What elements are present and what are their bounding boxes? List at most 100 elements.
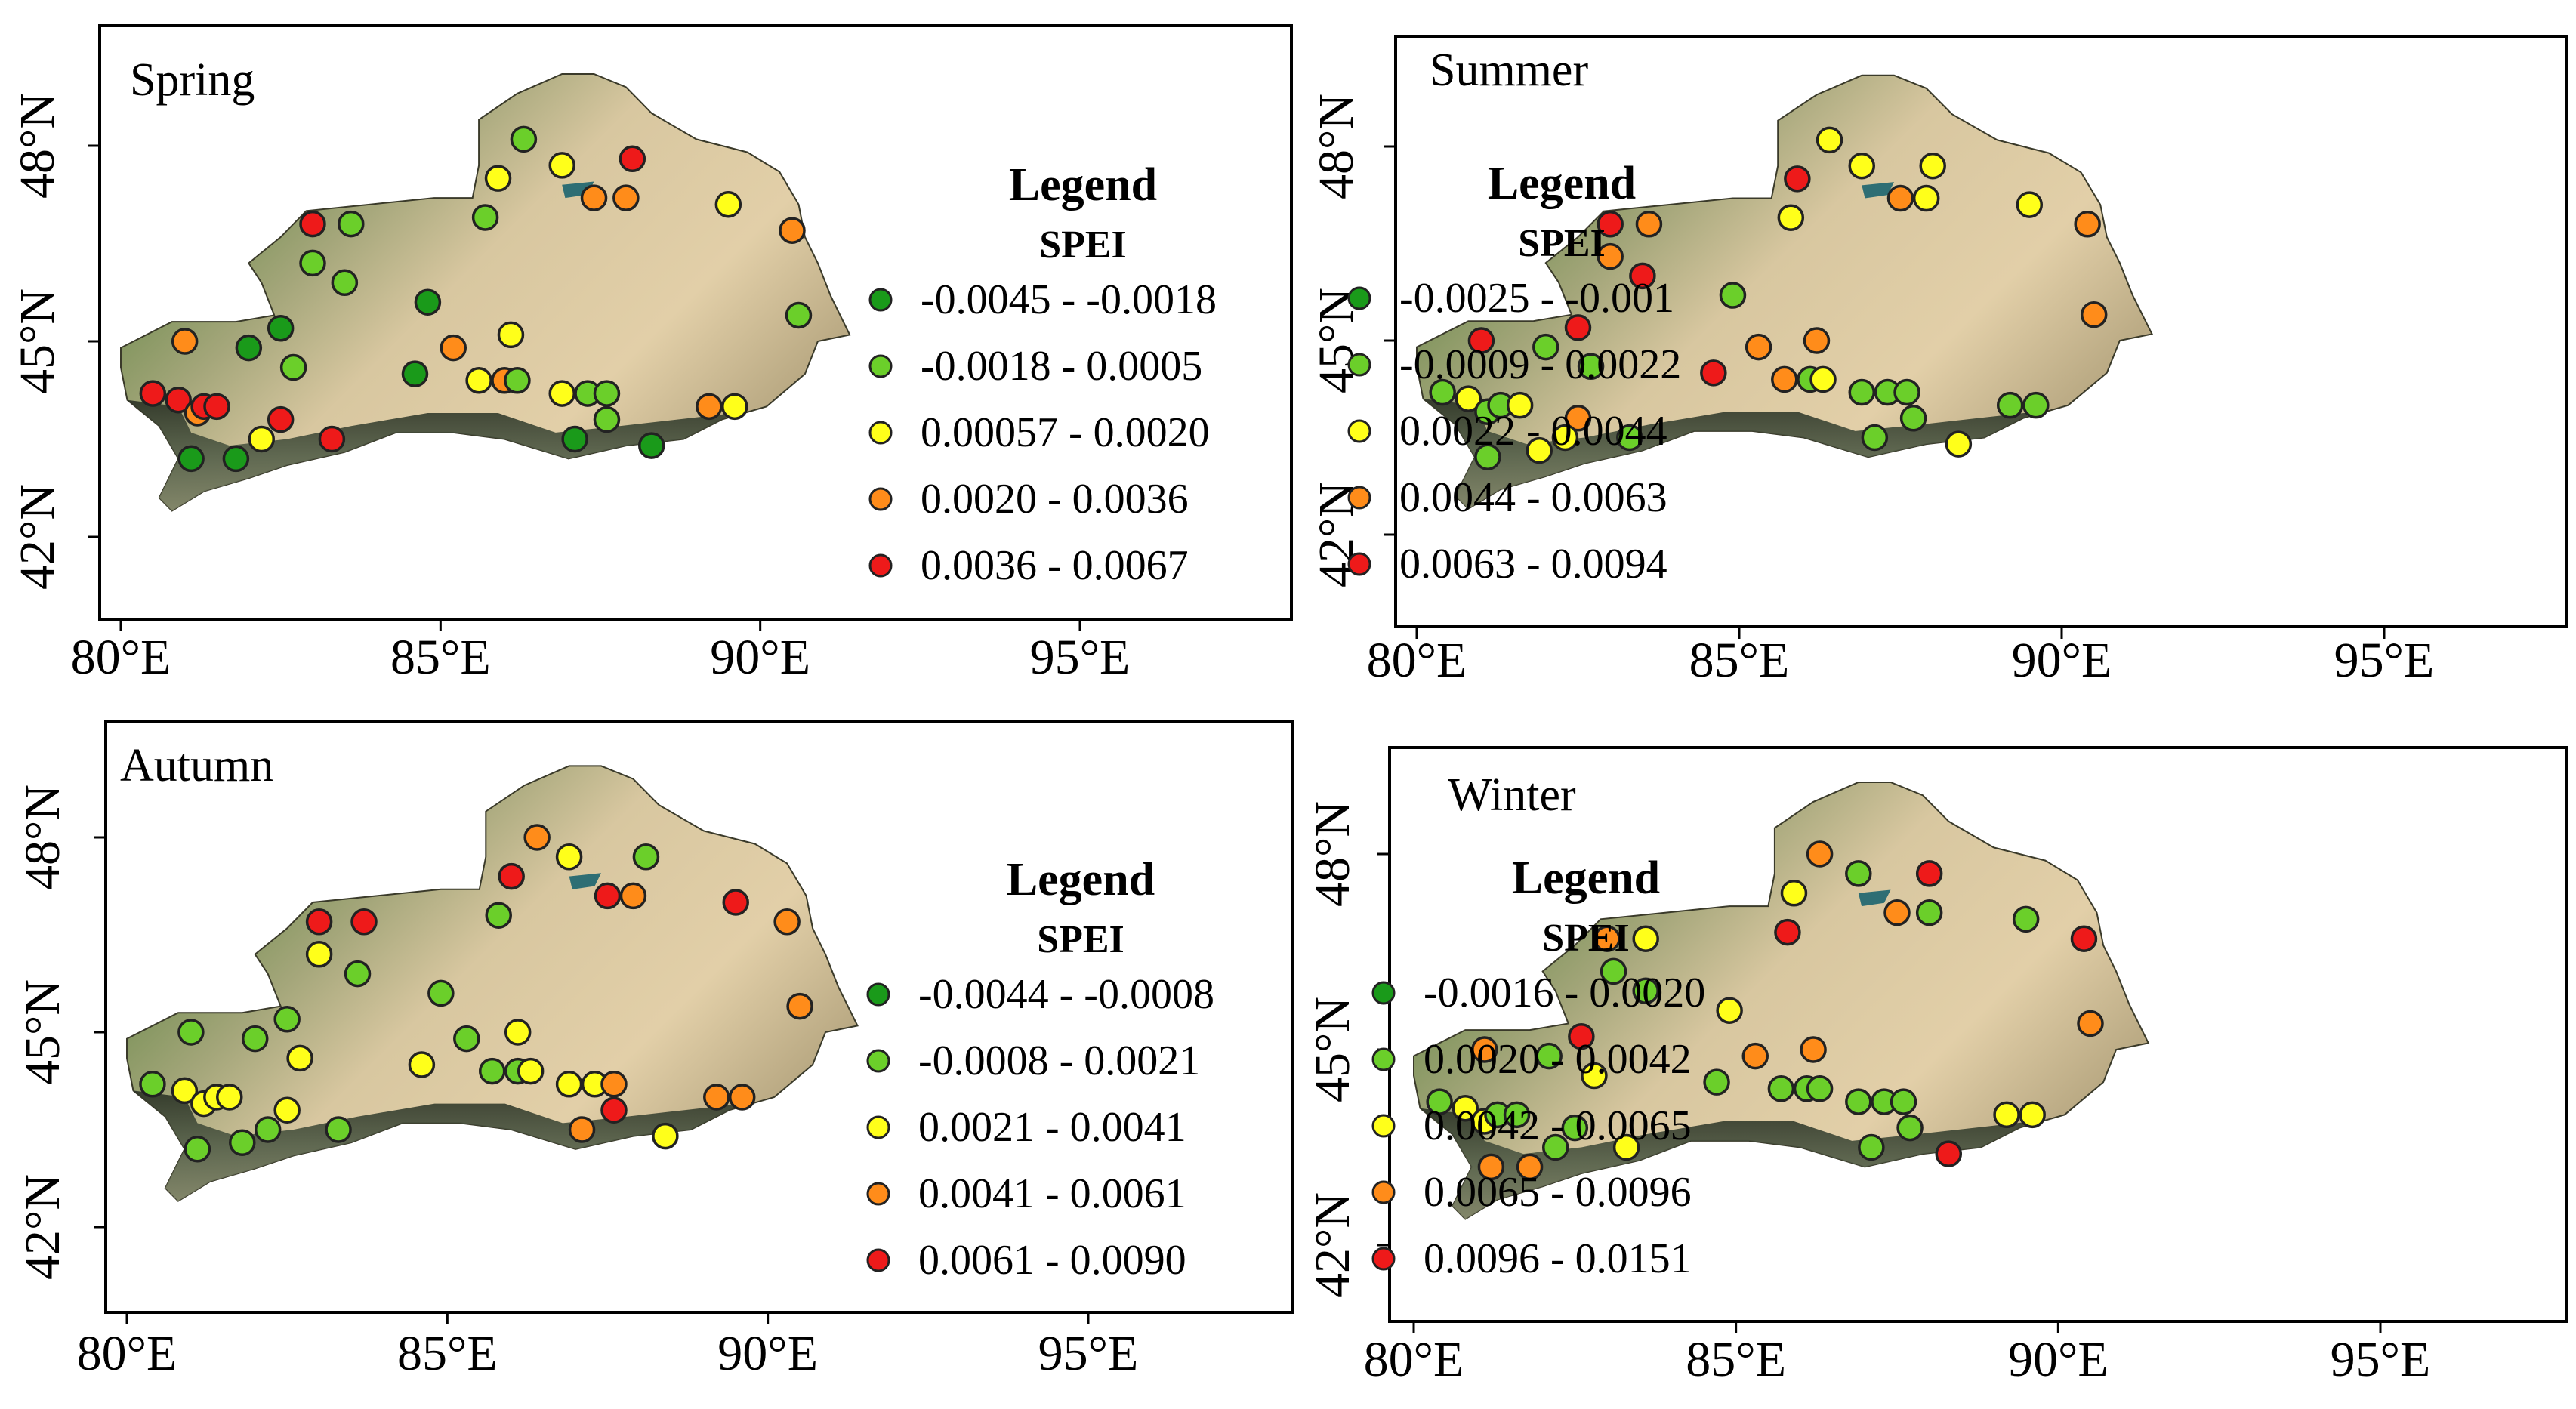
legend-swatch: [1347, 552, 1371, 576]
legend-swatch: [866, 1182, 890, 1206]
season-title: Summer: [1430, 45, 1588, 96]
station-marker: [1452, 1094, 1479, 1122]
station-marker: [637, 432, 665, 459]
legend-entry-label: 0.0063 - 0.0094: [1399, 541, 1667, 587]
station-marker: [1741, 1042, 1769, 1070]
legend-swatch: [868, 487, 893, 511]
station-marker: [1816, 126, 1843, 154]
station-marker: [171, 328, 199, 355]
legend-swatch: [866, 1115, 890, 1139]
station-marker: [1777, 204, 1805, 231]
station-marker: [714, 190, 742, 218]
station-marker: [1716, 997, 1743, 1024]
x-tick-label: 85°E: [397, 1326, 498, 1381]
lake: [1858, 889, 1891, 907]
station-marker: [652, 1122, 679, 1150]
legend-entry-label: 0.0020 - 0.0042: [1424, 1036, 1692, 1083]
station-marker: [1568, 1022, 1595, 1050]
station-marker: [2074, 211, 2101, 238]
station-marker: [177, 1019, 205, 1046]
legend-swatch: [866, 982, 890, 1007]
station-marker: [2022, 391, 2050, 419]
station-marker: [1893, 378, 1920, 406]
legend-entry-label: 0.0096 - 0.0151: [1424, 1235, 1692, 1282]
station-marker: [1806, 1075, 1834, 1102]
map-panel-spring: 80°E 85°E 90°E 95°E 42°N 45°N 48°N Spring Legend…: [10, 24, 1293, 685]
station-marker: [139, 380, 167, 407]
legend-swatch: [868, 421, 893, 445]
x-tick-label: 95°E: [1038, 1326, 1139, 1381]
station-marker: [267, 405, 295, 433]
station-marker: [1899, 405, 1927, 432]
lake: [569, 873, 601, 889]
station-marker: [1809, 365, 1837, 393]
legend-entry-label: 0.0061 - 0.0090: [918, 1237, 1186, 1284]
study-region: [126, 765, 859, 1202]
station-marker: [1945, 430, 1973, 458]
station-marker: [2012, 905, 2040, 933]
legend-entry-label: 0.0044 - 0.0063: [1399, 474, 1667, 521]
station-marker: [1597, 242, 1624, 270]
x-tick-label: 95°E: [2331, 1332, 2431, 1387]
x-tick-label: 95°E: [2334, 633, 2435, 688]
station-marker: [1532, 333, 1559, 361]
station-marker: [1700, 359, 1727, 387]
station-marker: [779, 217, 806, 244]
station-marker: [222, 445, 250, 473]
station-marker: [1848, 152, 1876, 180]
station-marker: [184, 1136, 211, 1163]
station-marker: [600, 1096, 628, 1124]
legend-swatch: [1347, 486, 1371, 510]
legend-subtitle: SPEI: [1518, 222, 1606, 265]
station-marker: [612, 184, 640, 211]
station-marker: [414, 288, 442, 316]
station-marker: [1845, 1088, 1872, 1115]
legend-entry-label: 0.0036 - 0.0067: [921, 542, 1189, 589]
y-tick-label: 48°N: [1305, 801, 1360, 907]
legend-swatch: [868, 354, 893, 378]
legend-entry-label: 0.0042 - 0.0065: [1424, 1102, 1692, 1149]
station-marker: [165, 386, 192, 414]
legend-entry-label: 0.0022 - 0.0044: [1399, 408, 1667, 455]
x-tick-label: 80°E: [71, 630, 171, 685]
station-marker: [1883, 899, 1911, 926]
legend-title: Legend: [1007, 854, 1155, 905]
station-marker: [1886, 184, 1914, 212]
study-region: [1416, 74, 2154, 510]
station-marker: [1703, 1068, 1730, 1096]
station-marker: [1632, 925, 1659, 952]
station-marker: [401, 360, 429, 387]
station-marker: [1912, 184, 1940, 212]
station-marker: [1477, 1153, 1505, 1181]
station-marker: [2019, 1101, 2046, 1129]
station-marker: [1890, 1088, 1917, 1115]
station-marker: [305, 941, 333, 968]
station-marker: [1919, 152, 1946, 180]
legend-entry-label: -0.0045 - -0.0018: [921, 276, 1217, 323]
station-marker: [1629, 262, 1656, 290]
x-tick-label: 85°E: [390, 630, 491, 685]
legend-entry-label: -0.0018 - 0.0005: [921, 343, 1202, 390]
y-tick-label: 42°N: [1305, 1192, 1360, 1298]
station-marker: [318, 425, 346, 453]
station-marker: [773, 908, 801, 936]
station-marker: [279, 353, 307, 381]
station-marker: [1471, 1036, 1498, 1063]
legend-swatch: [866, 1049, 890, 1073]
x-tick-label: 80°E: [1367, 633, 1467, 688]
station-marker: [1616, 424, 1643, 452]
legend-swatch: [1371, 981, 1396, 1005]
station-marker: [2077, 1010, 2104, 1037]
station-marker: [1719, 282, 1747, 309]
legend-swatch: [868, 553, 893, 578]
station-marker: [286, 1044, 313, 1072]
station-marker: [1774, 918, 1801, 946]
station-marker: [555, 843, 583, 871]
station-marker: [1848, 378, 1876, 406]
station-marker: [1935, 1140, 1963, 1167]
station-marker: [1915, 860, 1943, 887]
station-marker: [1845, 860, 1872, 887]
legend-entry-label: -0.0025 - -0.001: [1399, 275, 1674, 322]
station-marker: [1996, 391, 2024, 419]
station-marker: [728, 1084, 756, 1111]
